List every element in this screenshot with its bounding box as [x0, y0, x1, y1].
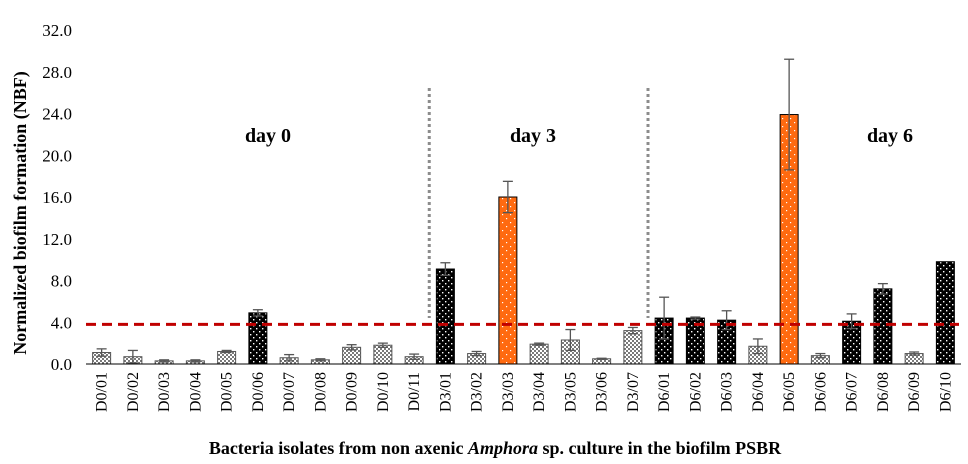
- bar-D3-01: [435, 268, 455, 365]
- x-tick-label: D6/08: [875, 372, 892, 412]
- error-bar-D6-03: [721, 310, 732, 331]
- error-bar-D0-09: [346, 344, 357, 351]
- x-tick-label: D3/02: [469, 372, 486, 412]
- bars: [92, 114, 955, 365]
- x-tick-label: D0/06: [250, 372, 267, 412]
- y-tick-label: 12.0: [42, 230, 72, 249]
- error-bar-D3-06: [596, 357, 607, 360]
- x-tick-label: D0/09: [344, 372, 361, 412]
- x-tick-label: D0/05: [219, 372, 236, 412]
- error-bar-D0-08: [315, 358, 326, 362]
- error-bar-D6-05: [784, 58, 795, 171]
- bar-D0-06: [248, 312, 268, 365]
- x-tick-label: D0/08: [312, 372, 329, 412]
- x-tick-label: D0/02: [125, 372, 142, 412]
- error-bar-D3-03: [502, 180, 513, 214]
- x-tick-label: D0/01: [94, 372, 111, 412]
- error-bar-D3-04: [534, 342, 545, 346]
- x-tick-label: D3/03: [500, 372, 517, 412]
- bar-D6-08: [873, 288, 893, 365]
- error-bar-D6-07: [846, 313, 857, 330]
- y-tick-label: 28.0: [42, 63, 72, 82]
- x-tick-label: D6/04: [750, 372, 767, 412]
- x-tick-label: D3/01: [437, 372, 454, 412]
- error-bar-D0-07: [284, 353, 295, 362]
- x-tick-label: D6/06: [812, 372, 829, 412]
- x-axis-category-labels: D0/01 D0/02 D0/03 D0/04 D0/05 D0/06 D0/07 D0/08…: [94, 372, 955, 412]
- x-axis-title-part: Amphora: [467, 438, 538, 458]
- error-bar-D6-04: [752, 338, 763, 355]
- error-bar-D6-06: [815, 352, 826, 359]
- x-tick-label: D6/02: [687, 372, 704, 412]
- error-bar-D0-02: [127, 349, 138, 364]
- error-bar-D0-05: [221, 349, 232, 354]
- x-tick-label: D6/05: [781, 372, 798, 412]
- x-tick-label: D6/07: [844, 372, 861, 412]
- x-tick-label: D0/11: [406, 372, 423, 411]
- y-axis-title: Normalized biofilm formation (NBF): [10, 71, 31, 354]
- y-tick-label: 8.0: [51, 272, 72, 291]
- x-tick-label: D3/04: [531, 372, 548, 412]
- group-label-day-0: day 0: [245, 125, 291, 147]
- x-tick-label: D6/01: [656, 372, 673, 412]
- bar-D6-10: [935, 261, 955, 365]
- x-axis-title-part: Bacteria isolates from non axenic: [209, 438, 468, 458]
- group-label-day-6: day 6: [867, 125, 913, 147]
- x-tick-label: D0/10: [375, 372, 392, 412]
- bar-D0-05: [217, 350, 237, 365]
- bar-D3-07: [623, 330, 643, 365]
- x-tick-label: D0/04: [187, 372, 204, 412]
- error-bar-D3-02: [471, 350, 482, 357]
- error-bar-D3-05: [565, 328, 576, 352]
- y-tick-label: 32.0: [42, 21, 72, 40]
- x-tick-label: D3/05: [562, 372, 579, 412]
- x-tick-label: D3/07: [625, 372, 642, 412]
- error-bar-D0-01: [96, 348, 107, 357]
- error-bar-D0-11: [409, 353, 420, 360]
- x-tick-label: D0/07: [281, 372, 298, 412]
- y-tick-label: 16.0: [42, 188, 72, 207]
- bar-D0-10: [373, 344, 393, 365]
- error-bar-D6-01: [659, 296, 670, 340]
- y-tick-label: 4.0: [51, 313, 72, 332]
- bar-D3-03: [498, 196, 518, 365]
- y-tick-label: 20.0: [42, 146, 72, 165]
- error-bar-D3-07: [627, 326, 638, 335]
- error-bar-D3-01: [440, 262, 451, 276]
- error-bar-D6-09: [909, 351, 920, 356]
- x-tick-label: D6/03: [719, 372, 736, 412]
- x-tick-label: D0/03: [156, 372, 173, 412]
- group-labels: day 0 day 3 day 6: [245, 125, 913, 147]
- x-axis-title-part: sp. culture in the biofilm PSBR: [538, 438, 782, 458]
- y-axis-ticks: 0.0 4.0 8.0 12.0 16.0 20.0 24.0 28.0 32.0: [42, 21, 72, 374]
- error-bars: [96, 58, 920, 364]
- x-tick-label: D6/10: [937, 372, 954, 412]
- y-tick-label: 0.0: [51, 355, 72, 374]
- error-bar-D0-06: [252, 309, 263, 317]
- bar-D3-04: [529, 343, 549, 365]
- x-tick-label: D3/06: [594, 372, 611, 412]
- error-bar-D0-10: [377, 342, 388, 348]
- error-bar-D0-04: [190, 359, 201, 363]
- group-dividers: [427, 88, 650, 318]
- group-label-day-3: day 3: [510, 125, 556, 147]
- error-bar-D6-08: [877, 282, 888, 295]
- y-tick-label: 24.0: [42, 105, 72, 124]
- error-bar-D6-02: [690, 316, 701, 320]
- x-tick-label: D6/09: [906, 372, 923, 412]
- error-bar-D0-03: [159, 359, 170, 363]
- x-axis-title: Bacteria isolates from non axenic Amphor…: [209, 438, 782, 458]
